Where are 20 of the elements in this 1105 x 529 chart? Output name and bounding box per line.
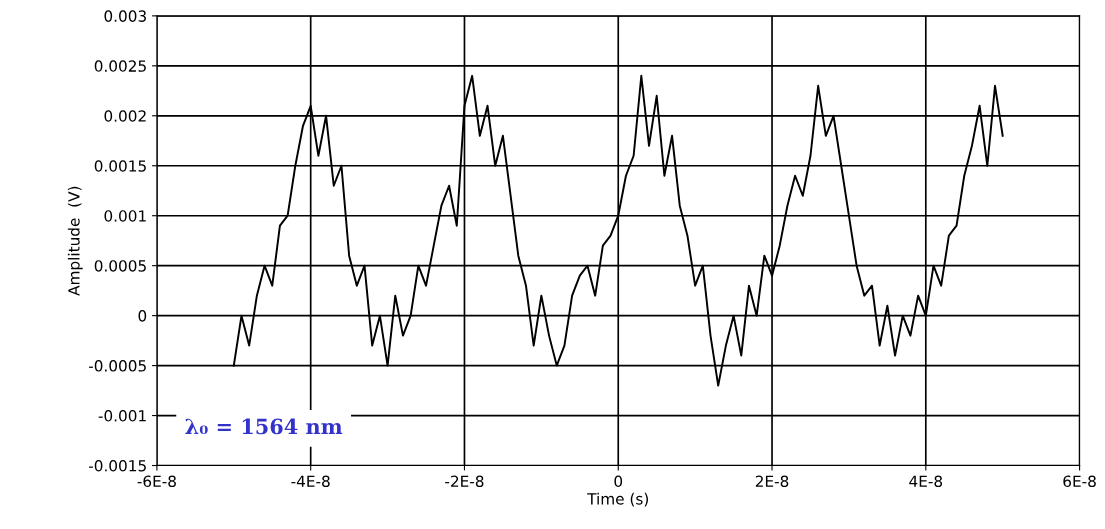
x-tick-label: 6E-8 — [1063, 475, 1096, 488]
y-tick-label: 0.001 — [104, 210, 146, 222]
y-axis-title: Amplitude (V) — [67, 186, 83, 296]
y-tick-label: 0.0015 — [94, 160, 146, 172]
x-tick-label: 0 — [614, 475, 623, 488]
x-tick-label: -2E-8 — [445, 475, 484, 488]
x-tick-label: 4E-8 — [909, 475, 943, 488]
y-tick-label: -0.0005 — [88, 360, 146, 372]
y-tick-label: -0.001 — [98, 410, 146, 422]
y-tick-label: -0.0015 — [88, 459, 146, 472]
x-axis-title: Time (s) — [587, 492, 648, 507]
y-tick-label: 0.0025 — [94, 60, 146, 72]
x-tick-label: -4E-8 — [291, 475, 330, 488]
y-tick-label: 0.003 — [104, 10, 146, 22]
y-tick-label: 0.0005 — [94, 260, 146, 272]
y-tick-label: 0.002 — [104, 110, 146, 122]
annotation: λ₀ = 1564 nm — [185, 418, 343, 435]
x-tick-label: 2E-8 — [755, 475, 789, 488]
x-tick-label: -6E-8 — [137, 475, 176, 488]
y-tick-label: 0 — [138, 310, 147, 322]
